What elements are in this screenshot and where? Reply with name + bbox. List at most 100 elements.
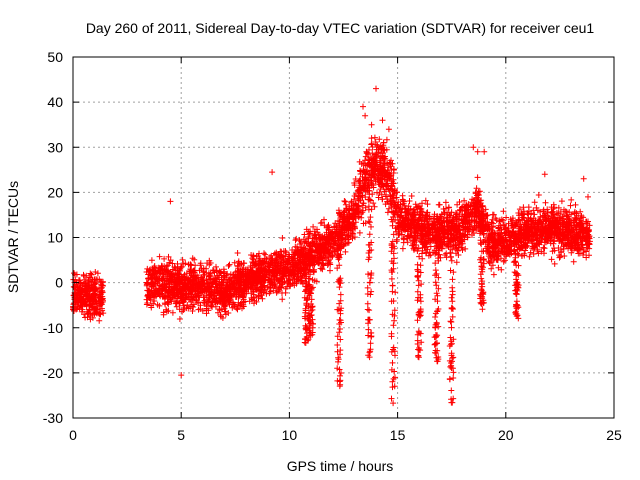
data-point	[384, 180, 391, 187]
data-point	[395, 232, 402, 238]
data-point	[374, 189, 380, 196]
data-point	[206, 272, 213, 279]
data-point	[250, 262, 257, 269]
data-point	[96, 294, 103, 301]
data-point	[90, 296, 97, 303]
data-point	[390, 344, 397, 351]
data-point	[303, 261, 310, 268]
data-point	[406, 198, 413, 204]
data-point	[268, 259, 275, 266]
data-point	[585, 228, 592, 234]
data-point	[174, 270, 181, 276]
data-point	[305, 257, 312, 264]
data-point	[490, 239, 497, 246]
data-point	[419, 247, 426, 254]
data-point	[381, 147, 388, 154]
data-point	[549, 220, 556, 226]
data-point	[86, 313, 93, 320]
data-point	[453, 218, 460, 225]
data-point	[253, 286, 260, 293]
data-point	[317, 244, 323, 251]
data-point	[212, 280, 219, 287]
data-point	[557, 208, 564, 215]
data-point	[461, 232, 468, 239]
data-point	[417, 238, 424, 245]
data-point	[566, 235, 572, 242]
data-point	[237, 268, 244, 274]
data-point	[317, 265, 324, 272]
data-point	[569, 247, 576, 254]
data-point	[370, 200, 377, 207]
data-point	[323, 229, 330, 236]
data-point	[541, 226, 548, 232]
data-point	[226, 261, 233, 268]
data-point	[340, 216, 346, 223]
data-point	[342, 198, 349, 205]
data-point	[306, 317, 313, 324]
data-point	[561, 241, 568, 248]
data-point	[392, 207, 399, 214]
data-point	[191, 301, 197, 308]
data-point	[448, 209, 455, 216]
data-point	[279, 235, 286, 241]
data-point	[218, 269, 224, 276]
data-point	[82, 291, 89, 298]
data-point	[501, 239, 508, 246]
data-point	[384, 167, 391, 174]
data-point	[484, 247, 491, 254]
data-point	[462, 245, 469, 252]
data-point	[165, 301, 172, 308]
data-point	[556, 214, 563, 221]
data-point	[555, 204, 562, 211]
data-point	[314, 248, 321, 255]
data-point	[199, 288, 206, 295]
data-point	[342, 248, 349, 255]
data-point	[400, 235, 407, 242]
data-point	[334, 265, 341, 272]
data-point	[407, 233, 413, 240]
data-point	[163, 308, 170, 315]
data-point	[382, 186, 389, 193]
data-point	[91, 307, 98, 314]
data-point	[388, 166, 395, 173]
data-point	[337, 241, 344, 248]
data-point	[308, 249, 315, 256]
data-point	[384, 160, 391, 167]
data-point	[267, 264, 273, 271]
data-point	[529, 220, 535, 227]
data-point	[160, 311, 167, 318]
data-point	[286, 283, 293, 290]
data-point	[310, 257, 317, 264]
data-point	[531, 211, 538, 218]
data-point	[321, 246, 328, 253]
data-point	[213, 267, 220, 274]
data-point	[557, 246, 564, 253]
data-point	[472, 189, 479, 196]
data-point	[517, 226, 524, 232]
data-point	[383, 136, 390, 143]
data-point	[174, 260, 181, 267]
data-point	[216, 268, 223, 275]
data-point	[166, 284, 172, 291]
data-point	[457, 241, 464, 248]
data-point	[151, 294, 157, 301]
data-point	[180, 306, 187, 313]
data-point	[276, 275, 283, 282]
data-point	[496, 247, 503, 254]
data-point	[393, 194, 400, 201]
data-point	[368, 223, 374, 230]
data-point	[334, 365, 341, 372]
data-point	[521, 211, 528, 218]
data-point	[571, 210, 578, 217]
data-point	[443, 205, 449, 212]
data-point	[586, 252, 592, 259]
data-point	[185, 275, 192, 282]
data-point	[196, 280, 203, 287]
data-point	[379, 181, 386, 188]
data-point	[271, 281, 278, 288]
data-point	[171, 287, 177, 294]
data-point	[273, 289, 280, 296]
data-point	[580, 252, 587, 258]
data-point	[92, 286, 99, 292]
